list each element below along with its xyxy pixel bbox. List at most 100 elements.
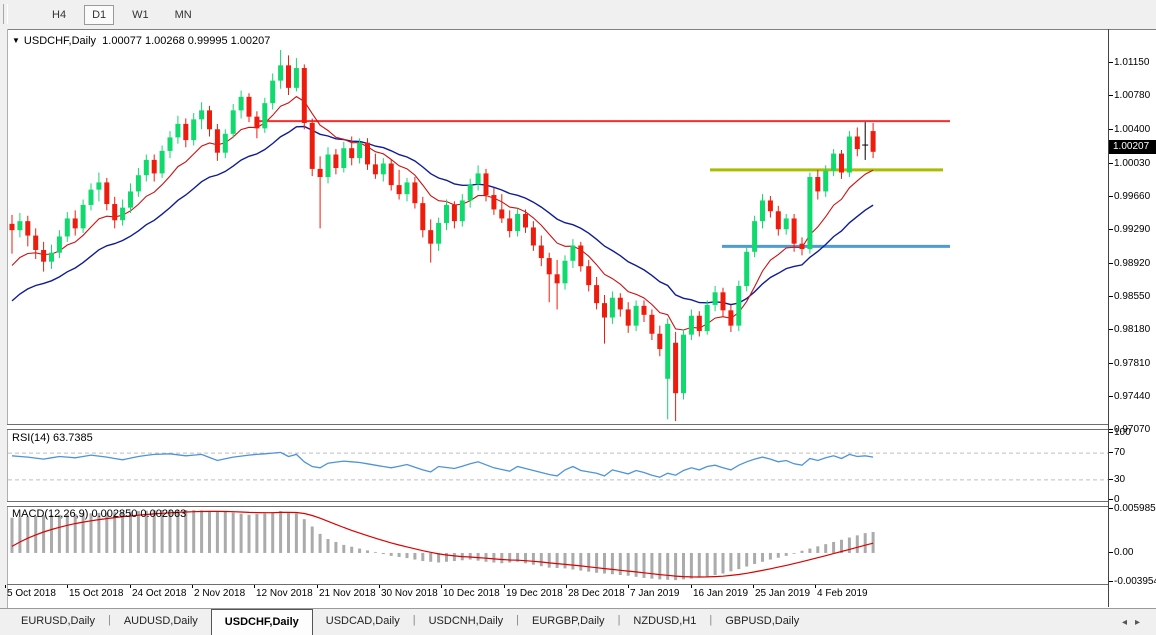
candle <box>96 182 102 190</box>
macd-pane[interactable] <box>8 506 1108 584</box>
macd-histogram-bar <box>366 550 369 553</box>
axis-tick <box>1109 229 1113 231</box>
candle <box>467 184 473 201</box>
macd-histogram-bar <box>658 552 662 580</box>
macd-histogram-bar <box>50 515 53 553</box>
macd-histogram-bar <box>563 552 567 569</box>
chart-tab-audusd[interactable]: AUDUSD,Daily <box>123 615 198 627</box>
tab-scroll-left-icon[interactable]: ◂ <box>1121 617 1135 628</box>
candle <box>88 189 94 205</box>
candle <box>799 243 805 250</box>
macd-histogram-bar <box>437 552 441 563</box>
macd-histogram-bar <box>792 552 796 554</box>
candle <box>349 148 355 159</box>
macd-histogram-bar <box>129 511 132 553</box>
tab-scroll-right-icon[interactable]: ▸ <box>1134 617 1148 628</box>
macd-histogram-bar <box>610 552 614 575</box>
candle <box>515 213 521 232</box>
macd-histogram-bar <box>705 552 709 577</box>
candle <box>744 251 750 287</box>
timeframe-tab-h4[interactable]: H4 <box>44 4 75 25</box>
macd-histogram-bar <box>389 552 393 556</box>
macd-histogram-bar <box>642 552 646 578</box>
rsi-pane[interactable] <box>8 430 1108 501</box>
macd-histogram-bar <box>587 552 591 572</box>
candle <box>357 142 363 159</box>
candle <box>412 182 418 204</box>
candle <box>25 221 31 236</box>
candle <box>823 170 829 192</box>
date-tick <box>379 585 380 588</box>
timeframe-tab-mn[interactable]: MN <box>166 4 200 25</box>
chart-tab-gbpusd[interactable]: GBPUSD,Daily <box>725 615 800 627</box>
candle <box>270 80 276 104</box>
candle <box>112 204 118 221</box>
candle <box>246 96 252 117</box>
candle <box>839 153 844 173</box>
candle <box>135 175 141 192</box>
candle <box>183 123 189 141</box>
macd-histogram-bar <box>516 552 520 562</box>
candle <box>293 68 299 88</box>
macd-histogram-bar <box>476 552 480 561</box>
rsi-macd-splitter[interactable] <box>7 501 1108 507</box>
macd-histogram-bar <box>136 511 140 553</box>
candle <box>230 110 236 134</box>
macd-histogram-bar <box>468 552 472 560</box>
macd-axis-label: 0.00 <box>1114 546 1134 558</box>
candle <box>388 163 394 186</box>
chart-tab-nzdusd[interactable]: NZDUSD,H1 <box>633 615 697 627</box>
axis-tick <box>1109 478 1113 480</box>
macd-histogram-bar <box>318 533 322 553</box>
axis-tick <box>1109 129 1113 131</box>
macd-histogram-bar <box>18 517 22 553</box>
candle <box>831 153 837 171</box>
timeframe-tab-d1[interactable]: D1 <box>84 4 115 25</box>
chart-tab-usdchf[interactable]: USDCHF,Daily <box>210 609 313 635</box>
macd-histogram-bar <box>674 552 678 581</box>
macd-histogram-bar <box>294 513 298 553</box>
macd-histogram-bar <box>287 512 290 553</box>
macd-histogram-bar <box>81 513 85 553</box>
candle <box>570 245 576 261</box>
date-tick <box>67 585 68 588</box>
main-price-pane[interactable] <box>8 32 1108 424</box>
main-rsi-splitter[interactable] <box>7 424 1108 430</box>
tab-separator: | <box>516 614 520 626</box>
chart-tab-eurgbp[interactable]: EURGBP,Daily <box>532 615 605 627</box>
date-tick <box>815 585 816 588</box>
macd-histogram-bar <box>121 511 125 553</box>
macd-histogram-bar <box>603 552 606 574</box>
macd-histogram-bar <box>334 541 338 553</box>
candle <box>617 297 623 310</box>
chart-window: ▼ USDCHF,Daily 1.00077 1.00268 0.99995 1.… <box>0 29 1156 608</box>
chart-ohlc-values: 1.00077 1.00268 0.99995 1.00207 <box>102 35 271 47</box>
timeframe-toolbar: H4 D1 W1 MN <box>0 0 1156 29</box>
candle <box>420 203 426 231</box>
macd-histogram-bar <box>863 533 867 553</box>
candle <box>649 314 655 334</box>
macd-histogram-bar <box>737 552 741 570</box>
chart-tab-usdcnh[interactable]: USDCNH,Daily <box>428 615 504 627</box>
macd-histogram-bar <box>421 552 425 562</box>
macd-histogram-bar <box>452 552 456 562</box>
chart-collapse-icon[interactable]: ▼ <box>12 36 20 45</box>
macd-histogram-bar <box>310 526 314 553</box>
axis-tick <box>1109 329 1113 331</box>
chart-tab-usdcad[interactable]: USDCAD,Daily <box>325 615 400 627</box>
timeframe-tab-w1[interactable]: W1 <box>124 4 157 25</box>
candle <box>562 260 568 284</box>
macd-histogram-bar <box>73 514 77 553</box>
macd-histogram-bar <box>539 552 543 567</box>
macd-histogram-bar <box>65 514 69 553</box>
price-axis-label: 0.97810 <box>1114 357 1151 369</box>
macd-histogram-bar <box>445 552 448 562</box>
candle <box>554 274 560 284</box>
macd-histogram-bar <box>279 511 283 553</box>
candle <box>222 133 228 153</box>
price-axis-label: 1.01150 <box>1114 56 1150 68</box>
macd-histogram-bar <box>784 552 788 556</box>
macd-histogram-bar <box>855 535 859 553</box>
chart-tab-eurusd[interactable]: EURUSD,Daily <box>21 615 95 627</box>
axis-tick <box>1109 295 1113 297</box>
